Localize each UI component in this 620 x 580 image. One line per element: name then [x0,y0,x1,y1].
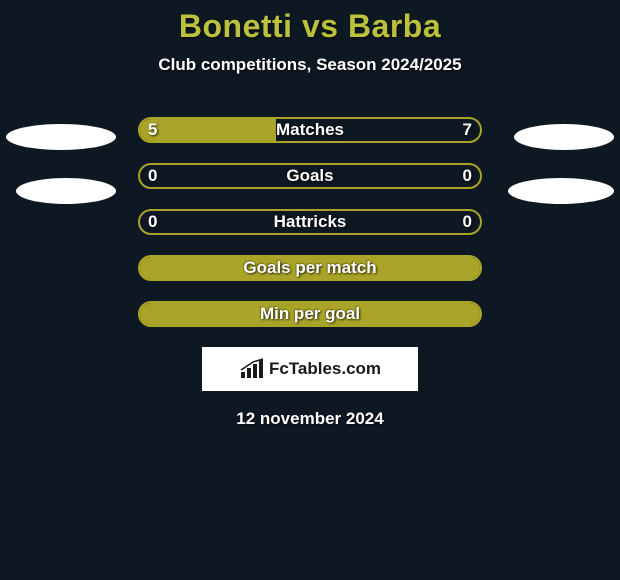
main-container: Bonetti vs Barba Club competitions, Seas… [0,0,620,429]
stat-rows: Matches57Goals00Hattricks00Goals per mat… [0,117,620,327]
stat-row: Goals0 0 [0,163,620,189]
value-right: 7 [463,117,472,143]
bar-label: Min per goal [140,303,480,325]
bar-label: Goals [140,165,480,187]
brand-text: FcTables.com [269,359,381,379]
value-left: 0 [148,209,157,235]
stat-row: Min per goal [0,301,620,327]
bar-track: Min per goal [138,301,482,327]
footer-date: 12 november 2024 [0,409,620,429]
bar-track: Goals per match [138,255,482,281]
stat-row: Hattricks0 0 [0,209,620,235]
bar-label: Hattricks [140,211,480,233]
bar-track: Hattricks [138,209,482,235]
value-right: 0 [463,163,472,189]
page-subtitle: Club competitions, Season 2024/2025 [0,55,620,75]
page-title: Bonetti vs Barba [0,8,620,45]
brand-chart-icon [239,358,265,380]
brand-card[interactable]: FcTables.com [202,347,418,391]
bar-track: Matches [138,117,482,143]
bar-label: Goals per match [140,257,480,279]
value-right: 0 [463,209,472,235]
value-left: 0 [148,163,157,189]
bar-track: Goals [138,163,482,189]
bar-label: Matches [140,119,480,141]
stat-row: Goals per match [0,255,620,281]
stat-row: Matches5 7 [0,117,620,143]
value-left: 5 [148,117,157,143]
